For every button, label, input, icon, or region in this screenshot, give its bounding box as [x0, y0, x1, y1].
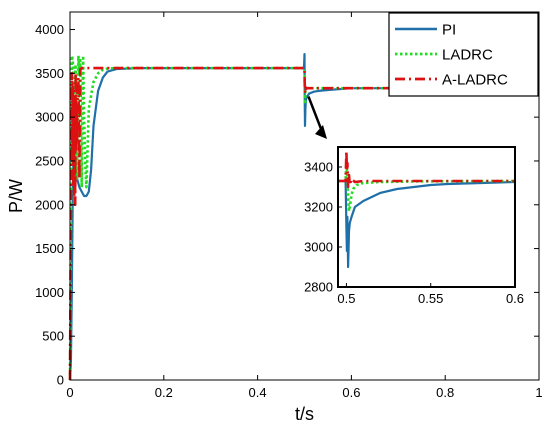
y-tick-label: 3500 — [35, 66, 64, 81]
legend-box — [388, 12, 539, 97]
y-tick-label: 1000 — [35, 285, 64, 300]
y-tick-label: 1500 — [35, 241, 64, 256]
series-line-a-ladrc — [68, 66, 539, 381]
legend: PI LADRC A-LADRC — [388, 12, 539, 97]
inset-series-line-a-ladrc — [338, 149, 515, 189]
y-tick-label: 2000 — [35, 197, 64, 212]
zoom-arrow-head — [315, 125, 327, 139]
x-tick-label: 0.8 — [436, 385, 454, 400]
legend-label-pi: PI — [442, 22, 456, 39]
inset-x-tick-label: 0.6 — [506, 291, 524, 306]
legend-label-ladrc: LADRC — [442, 47, 493, 64]
main-plot: 0 0.2 0.4 0.6 0.8 1 0 500 1000 1500 2000 2500 3000 35… — [6, 11, 543, 424]
inset-x-tick-label: 0.55 — [418, 291, 443, 306]
x-tick-label: 1 — [535, 385, 542, 400]
inset-y-tick-label: 3200 — [304, 200, 333, 215]
x-tick-label: 0.4 — [249, 385, 267, 400]
legend-label-a-ladrc: A-LADRC — [442, 72, 508, 89]
main-plot-frame — [69, 11, 540, 381]
x-axis-label: t/s — [295, 404, 314, 424]
y-tick-label: 2500 — [35, 153, 64, 168]
y-tick-label: 500 — [42, 329, 64, 344]
inset-series-line-pi — [338, 179, 516, 269]
inset-plot: 0.5 0.55 0.6 2800 3000 3200 3400 — [304, 146, 524, 306]
y-axis-label: P/W — [6, 179, 26, 213]
inset-y-tick-label: 3000 — [304, 240, 333, 255]
inset-frame — [337, 146, 516, 288]
zoom-arrow — [307, 96, 327, 139]
y-tick-label: 4000 — [35, 22, 64, 37]
x-tick-label: 0.2 — [155, 385, 173, 400]
x-tick-label: 0.6 — [342, 385, 360, 400]
inset-y-tick-label: 2800 — [304, 280, 333, 295]
y-tick-label: 0 — [57, 373, 64, 388]
inset-y-tick-label: 3400 — [304, 160, 333, 175]
x-tick-label: 0 — [66, 385, 73, 400]
inset-background — [338, 147, 515, 287]
inset-x-tick-label: 0.5 — [337, 291, 355, 306]
y-tick-label: 3000 — [35, 110, 64, 125]
